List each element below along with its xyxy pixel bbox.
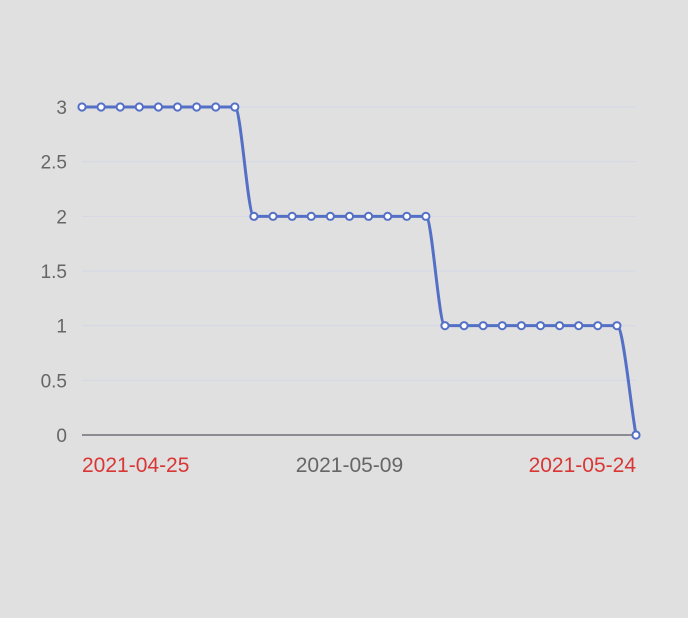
x-tick-label: 2021-05-09	[296, 454, 403, 477]
data-point	[96, 102, 106, 112]
grid-layer	[82, 106, 636, 381]
data-point	[593, 321, 603, 331]
data-point	[612, 321, 622, 331]
data-point	[325, 211, 335, 221]
y-tick-label: 3	[56, 98, 67, 119]
data-point	[440, 321, 450, 331]
data-point	[268, 211, 278, 221]
y-tick-label: 1	[56, 317, 67, 338]
x-tick-label: 2021-05-24	[529, 454, 637, 477]
data-point	[77, 102, 87, 112]
data-point	[535, 321, 546, 331]
data-point	[383, 211, 393, 221]
data-point	[192, 102, 202, 112]
data-point	[363, 211, 374, 221]
data-point	[459, 321, 469, 331]
data-point	[631, 430, 641, 440]
data-point	[306, 211, 316, 221]
y-tick-label: 0	[56, 426, 67, 447]
y-tick-label: 0.5	[41, 371, 67, 392]
data-point	[287, 211, 297, 221]
y-tick-label: 2.5	[41, 153, 67, 174]
x-tick-label: 2021-04-25	[82, 454, 189, 477]
data-point	[574, 321, 584, 331]
data-point	[153, 102, 164, 112]
data-point	[478, 321, 488, 331]
data-point	[249, 211, 259, 221]
data-point	[134, 102, 144, 112]
data-point	[497, 321, 507, 331]
marker-layer	[77, 102, 641, 440]
data-point	[421, 211, 431, 221]
data-point	[230, 102, 240, 112]
data-point	[344, 211, 355, 221]
data-point	[554, 321, 565, 331]
y-tick-label: 2	[56, 207, 67, 228]
data-point	[172, 102, 183, 112]
data-point	[516, 321, 526, 331]
data-point	[211, 102, 221, 112]
label-layer: 0 0.5 1 1.5 2 2.5 3 2021-04-25 2021-05-09 2021-05…	[41, 98, 637, 477]
data-point	[115, 102, 125, 112]
data-point	[402, 211, 412, 221]
y-tick-label: 1.5	[41, 262, 67, 283]
